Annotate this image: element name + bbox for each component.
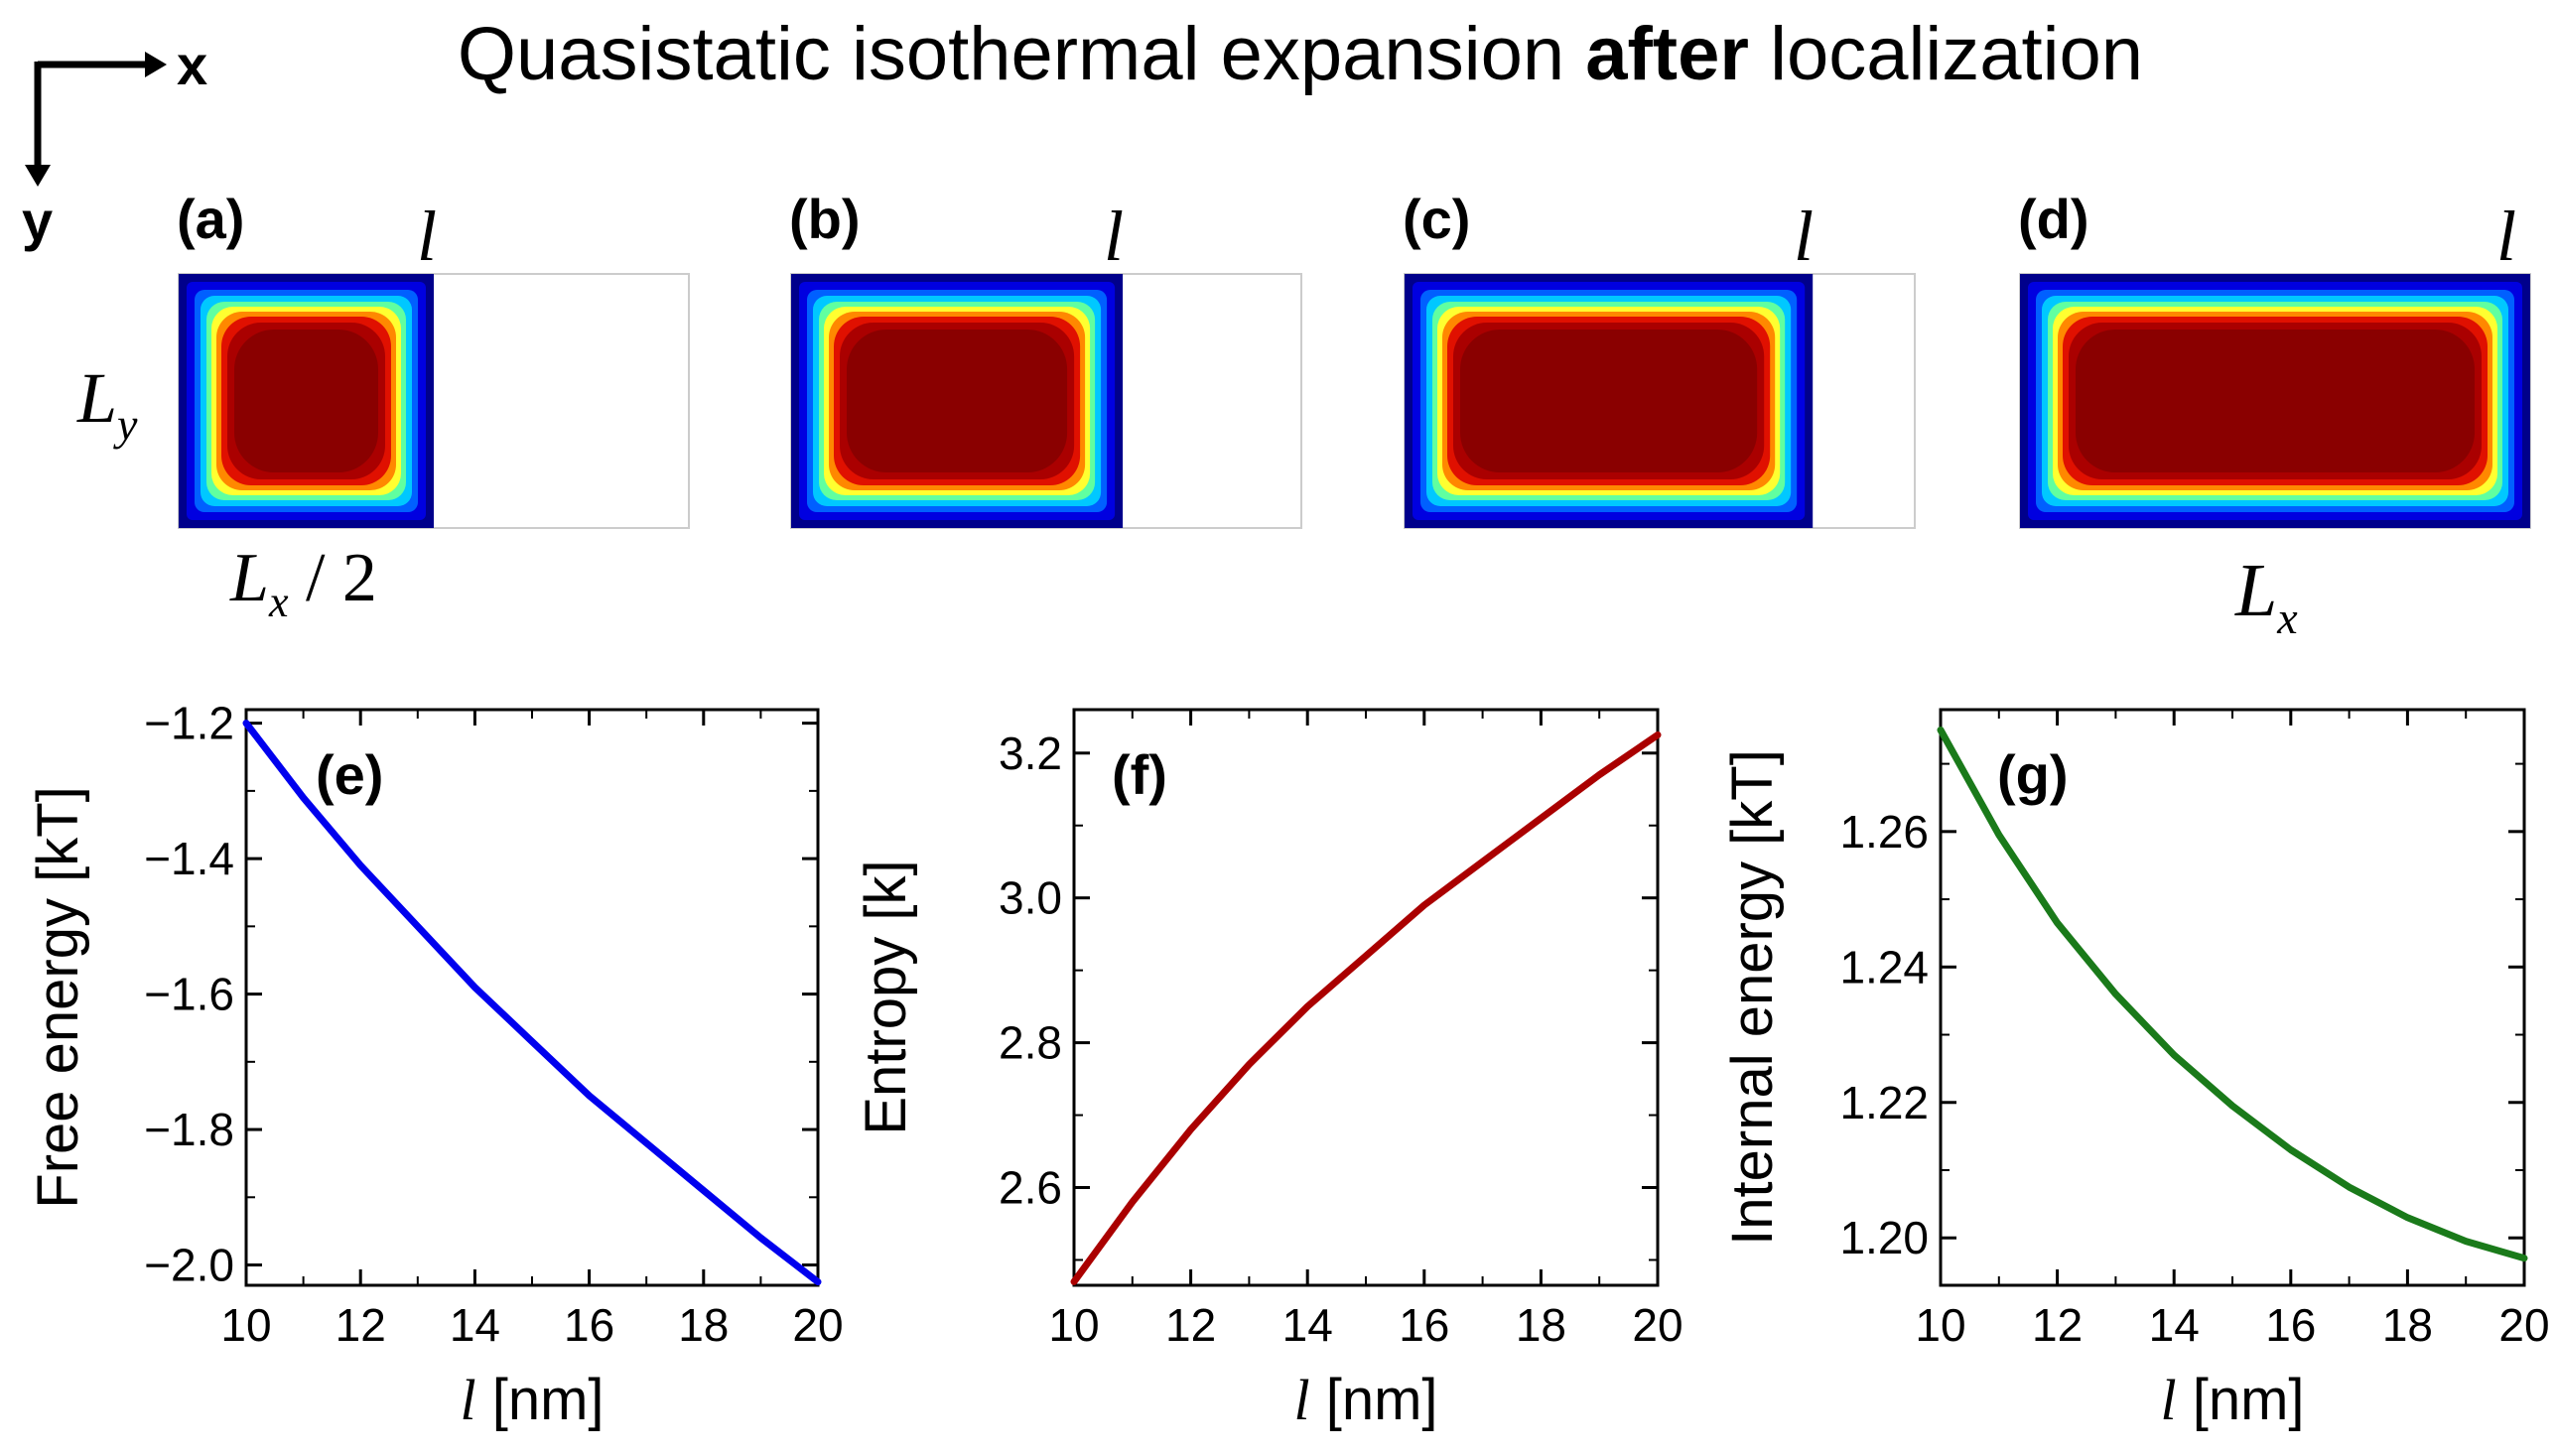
x-axis-label-rest: [nm] <box>1310 1368 1438 1432</box>
y-tick-label: 2.8 <box>999 1017 1062 1069</box>
x-tick-label: 14 <box>450 1299 500 1351</box>
y-tick-label: −1.8 <box>144 1104 234 1155</box>
heat-level-9 <box>847 330 1068 472</box>
charts: 10 12 14 16 18 20 −2.0 −1.8 −1.6 −1.4 −1.2 (e) l [nm… <box>26 698 2550 1432</box>
x-tick-label: 10 <box>1915 1299 1965 1351</box>
x-tick-label: 14 <box>1282 1299 1333 1351</box>
chart-tag: (e) <box>316 743 383 806</box>
lx-full-label: Lx <box>2234 549 2298 643</box>
x-tick-label: 12 <box>336 1299 386 1351</box>
x-tick-label: 18 <box>1516 1299 1566 1351</box>
chart-e: 10 12 14 16 18 20 −2.0 −1.8 −1.6 −1.4 −1.2 (e) l [nm… <box>26 698 844 1432</box>
x-tick-label: 20 <box>1632 1299 1682 1351</box>
y-tick-label: 2.6 <box>999 1162 1062 1214</box>
y-tick-label: 1.20 <box>1839 1212 1929 1263</box>
panel-tag: (b) <box>789 188 861 250</box>
x-axis-label-italic: l <box>2160 1368 2176 1432</box>
lx-half-rest: / 2 <box>288 540 376 616</box>
heatmap-panel-d: (d) l <box>2018 188 2531 529</box>
heat-level-9 <box>1460 330 1758 472</box>
x-axis-label-rest: [nm] <box>476 1368 605 1432</box>
lx-half-label: Lx / 2 <box>229 540 377 626</box>
y-axis-label: Internal energy [kT] <box>1720 749 1785 1246</box>
y-axis-label: Free energy [kT] <box>26 786 90 1208</box>
x-axis-label-italic: l <box>460 1368 475 1432</box>
heat-level-9 <box>2076 330 2475 472</box>
x-tick-label: 20 <box>2498 1299 2549 1351</box>
x-axis-label-italic: l <box>1293 1368 1309 1432</box>
y-tick-label: −1.4 <box>144 833 234 884</box>
y-arrowhead <box>25 165 51 187</box>
x-tick-label: 16 <box>1399 1299 1449 1351</box>
lx-full-sub: x <box>2276 593 2298 643</box>
wall-label: l <box>1104 197 1124 276</box>
xy-axes-indicator: x y <box>22 34 207 252</box>
x-tick-label: 10 <box>1048 1299 1099 1351</box>
heatmap-panel-b: (b) l <box>789 188 1302 529</box>
x-arrowhead <box>145 52 167 77</box>
x-tick-label: 10 <box>220 1299 271 1351</box>
wall-label: l <box>2496 197 2516 276</box>
chart-f: 10 12 14 16 18 20 2.6 2.8 3.0 3.2 (f) l [nm] Entropy… <box>854 708 1683 1432</box>
x-axis-label: l [nm] <box>1293 1368 1437 1432</box>
y-tick-label: −2.0 <box>144 1240 234 1291</box>
figure-title: Quasistatic isothermal expansion after l… <box>458 12 2143 96</box>
x-tick-label: 18 <box>678 1299 729 1351</box>
x-tick-label: 16 <box>2265 1299 2316 1351</box>
x-axis-label-rest: [nm] <box>2177 1368 2305 1432</box>
x-axis-letter: x <box>177 34 207 96</box>
chart-tag: (f) <box>1112 743 1167 806</box>
ly-sub: y <box>113 399 138 450</box>
y-axis-letter: y <box>22 190 53 252</box>
chart-g: 10 12 14 16 18 20 1.20 1.22 1.24 1.26 (g) l [nm] Int… <box>1720 708 2550 1432</box>
lx-half-base: L <box>229 540 269 616</box>
x-tick-label: 20 <box>792 1299 843 1351</box>
x-tick-label: 12 <box>2032 1299 2083 1351</box>
y-axis-label: Entropy [k] <box>854 860 918 1134</box>
series-line-0 <box>242 720 822 1286</box>
y-tick-label: 1.24 <box>1839 941 1929 993</box>
y-tick-label: 3.2 <box>999 728 1062 779</box>
wall-label: l <box>417 197 437 276</box>
heatmap-panel-c: (c) l <box>1403 188 1916 529</box>
lx-half-sub: x <box>268 578 289 626</box>
y-tick-label: 1.26 <box>1839 806 1929 858</box>
x-tick-label: 16 <box>564 1299 614 1351</box>
y-tick-label: −1.2 <box>144 698 234 749</box>
panel-tag: (a) <box>177 188 244 250</box>
y-tick-label: 3.0 <box>999 872 1062 924</box>
chart-tag: (g) <box>1997 743 2069 806</box>
x-axis-label: l [nm] <box>2160 1368 2304 1432</box>
y-tick-label: −1.6 <box>144 969 234 1020</box>
panel-tag: (d) <box>2018 188 2089 250</box>
ly-label: Ly <box>76 358 138 450</box>
x-axis-label: l [nm] <box>460 1368 604 1432</box>
lx-full-base: L <box>2234 549 2277 632</box>
x-tick-label: 14 <box>2149 1299 2200 1351</box>
y-tick-label: 1.22 <box>1839 1077 1929 1128</box>
x-tick-label: 12 <box>1165 1299 1216 1351</box>
series-line-0 <box>1937 727 2528 1262</box>
heat-level-9 <box>234 330 378 472</box>
series-line-0 <box>1070 731 1662 1285</box>
panel-tag: (c) <box>1403 188 1470 250</box>
ly-base: L <box>76 358 117 438</box>
wall-label: l <box>1794 197 1814 276</box>
x-tick-label: 18 <box>2382 1299 2433 1351</box>
heatmap-panel-a: (a) l <box>177 188 690 529</box>
